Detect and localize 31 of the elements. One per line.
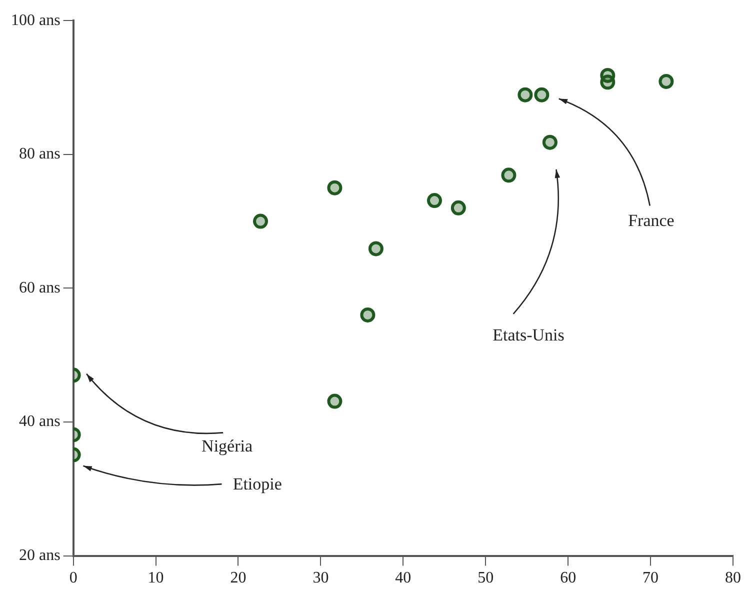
- x-tick-label: 70: [642, 570, 659, 587]
- x-tick-label: 50: [478, 570, 494, 587]
- annotation: Nigéria: [202, 436, 253, 456]
- annotation: Etiopie: [232, 474, 282, 494]
- point: [368, 241, 384, 256]
- point: [501, 168, 516, 183]
- annotation: Etats-Unis: [492, 325, 564, 344]
- x-tick-label: 30: [312, 570, 329, 587]
- point: [534, 87, 550, 102]
- y-tick-label: 80 ans: [19, 146, 60, 163]
- point: [253, 214, 268, 229]
- point: [542, 134, 558, 150]
- annotation: France: [628, 210, 674, 230]
- point: [360, 307, 376, 322]
- point: [600, 74, 616, 90]
- y-tick-label: 100 ans: [11, 12, 60, 29]
- x-tick-label: 60: [560, 570, 576, 587]
- x-tick-label: 10: [148, 570, 164, 587]
- point: [427, 193, 442, 208]
- y-tick-label: 20 ans: [19, 547, 60, 564]
- point: [518, 87, 533, 102]
- x-tick-label: 20: [230, 570, 246, 587]
- point: [327, 180, 342, 196]
- point: [658, 74, 674, 89]
- y-tick-label: 40 ans: [19, 413, 60, 430]
- point: [450, 200, 466, 216]
- y-tick-label: 60 ans: [19, 279, 60, 296]
- x-tick-label: 40: [395, 570, 412, 587]
- x-tick-label: 80: [725, 570, 741, 587]
- x-tick-label: 0: [69, 570, 78, 587]
- point: [327, 394, 342, 409]
